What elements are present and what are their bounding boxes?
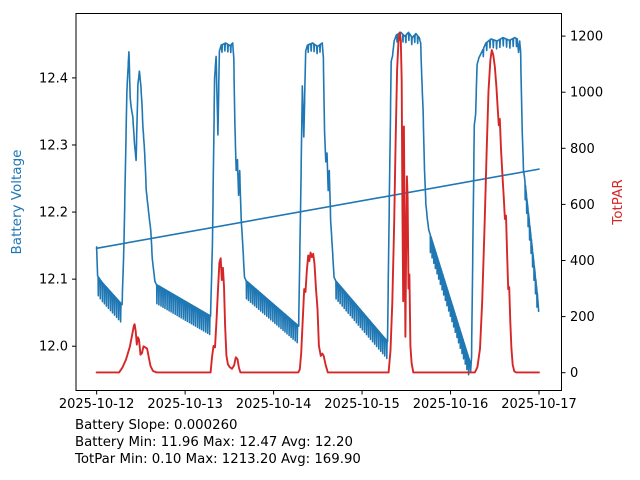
x-tick-label: 2025-10-15 [324, 397, 400, 412]
left-tick-label: 12.1 [39, 273, 68, 288]
right-tick-label: 0 [570, 366, 578, 381]
left-tick-label: 12.2 [39, 206, 68, 221]
left-tick-label: 12.4 [39, 71, 68, 86]
x-tick-label: 2025-10-16 [413, 397, 489, 412]
plot-border [75, 13, 562, 391]
y-axis-right-label: TotPAR [610, 179, 626, 225]
right-tick-label: 1200 [570, 30, 603, 45]
plot-area: 2025-10-12 2025-10-13 2025-10-14 2025-10-15… [39, 13, 603, 412]
battery-voltage-line [95, 31, 540, 376]
x-tick-label: 2025-10-12 [59, 397, 135, 412]
x-tick-label: 2025-10-17 [501, 397, 577, 412]
x-tick-label: 2025-10-13 [147, 397, 223, 412]
left-tick-label: 12.0 [39, 340, 68, 355]
left-tick-label: 12.3 [39, 138, 68, 153]
right-tick-label: 1000 [570, 86, 603, 101]
caption-totpar-stats: TotPar Min: 0.10 Max: 1213.20 Avg: 169.9… [74, 452, 361, 467]
caption-battery-stats: Battery Min: 11.96 Max: 12.47 Avg: 12.20 [75, 435, 353, 450]
y-axis-left-label: Battery Voltage [9, 150, 25, 255]
x-tick-label: 2025-10-14 [236, 397, 312, 412]
right-tick-label: 200 [570, 310, 595, 325]
right-tick-label: 600 [570, 198, 595, 213]
battery-trend-line [95, 168, 540, 250]
totpar-line [95, 31, 540, 374]
right-tick-label: 400 [570, 254, 595, 269]
caption-battery-slope: Battery Slope: 0.000260 [75, 418, 237, 433]
right-tick-label: 800 [570, 142, 595, 157]
